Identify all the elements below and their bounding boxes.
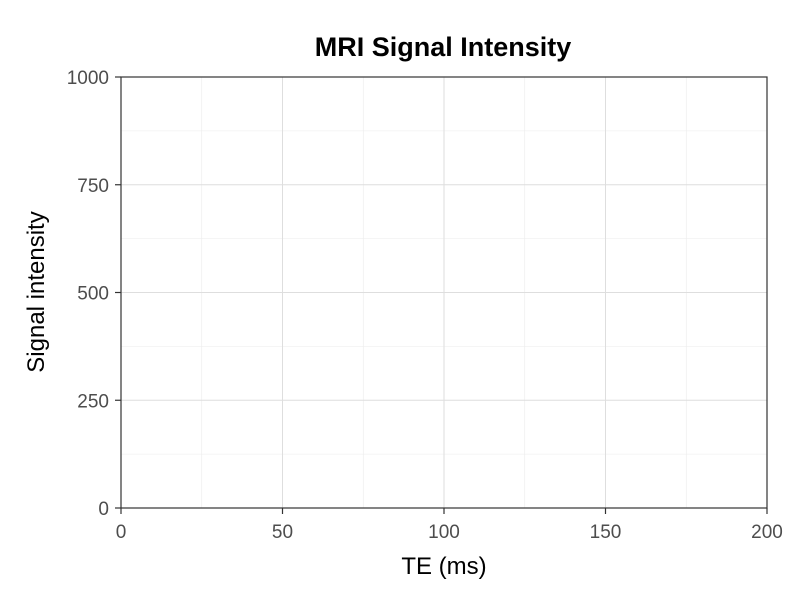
y-tick-label: 250 xyxy=(77,391,109,412)
x-axis: 0 50 100 150 200 xyxy=(116,508,783,543)
y-tick-label: 1000 xyxy=(67,68,109,89)
x-tick-label: 0 xyxy=(116,522,127,543)
y-tick-label: 0 xyxy=(98,499,109,520)
y-axis: 0 250 500 750 1000 xyxy=(67,68,121,520)
x-tick-label: 50 xyxy=(272,522,293,543)
chart-title: MRI Signal Intensity xyxy=(315,32,572,62)
y-axis-label: Signal intensity xyxy=(23,211,50,372)
y-tick-label: 750 xyxy=(77,176,109,197)
x-tick-label: 100 xyxy=(428,522,460,543)
y-tick-label: 500 xyxy=(77,284,109,305)
x-axis-label: TE (ms) xyxy=(401,553,486,580)
x-tick-label: 200 xyxy=(751,522,783,543)
x-tick-label: 150 xyxy=(590,522,622,543)
